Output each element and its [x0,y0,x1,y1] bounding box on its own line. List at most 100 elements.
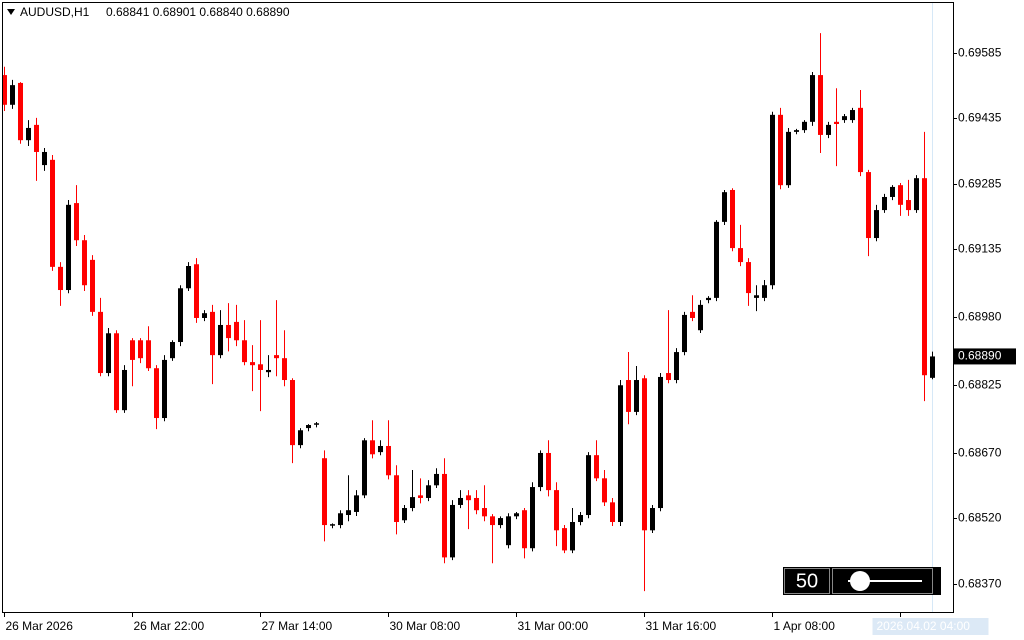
y-tick-label: 0.69585 [958,46,1002,60]
candle-body [42,151,47,166]
candle-body [274,355,279,359]
zoom-slider[interactable]: 50 [783,567,941,595]
candle-body [922,178,927,376]
x-tick-label: 1 Apr 08:00 [774,619,836,633]
candle-body [26,127,31,141]
candle-body [674,352,679,381]
candle-body [666,373,671,381]
candle-body [490,516,495,526]
cursor-time-box [872,618,989,635]
candle-body [626,380,631,412]
candle-body [314,423,319,425]
candle-body [794,130,799,132]
candle-body [50,159,55,267]
candle-body [826,124,831,135]
candle-body [370,440,375,455]
candle-body [586,455,591,516]
candle-body [90,259,95,312]
candle-body [610,502,615,523]
candle-body [802,121,807,131]
y-tick-label: 0.68825 [958,378,1002,392]
candle-body [146,340,151,369]
candle-body [434,473,439,486]
candle-body [658,376,663,509]
candle-body [634,380,639,412]
x-tick-label: 31 Mar 16:00 [646,619,717,633]
candle-body [618,385,623,523]
slider-knob[interactable] [850,571,870,591]
candle-body [810,75,815,122]
candle-body [506,516,511,546]
candle-body [538,452,543,488]
y-tick-label: 0.69135 [958,242,1002,256]
candle-body [882,196,887,211]
candle-body [130,340,135,360]
candle-body [722,192,727,222]
candle-body [378,445,383,453]
y-tick-label: 0.68370 [958,577,1002,591]
candle-body [842,116,847,121]
y-tick-label: 0.68520 [958,511,1002,525]
candle-body [738,248,743,263]
candle-body [682,314,687,353]
candle-body [66,204,71,291]
candle-body [858,107,863,173]
candle-body [594,455,599,479]
candle-body [906,200,911,211]
last-price-label: 0.68890 [958,349,1002,363]
y-tick-label: 0.68670 [958,446,1002,460]
candle-body [218,324,223,356]
plot-area [2,33,935,592]
candle-body [346,510,351,516]
candle-body [746,262,751,294]
candle-body [258,364,263,370]
candle-body [866,172,871,239]
candle-body [426,485,431,498]
symbol-menu-arrow[interactable] [7,9,15,15]
candle-body [714,221,719,298]
slider-value: 50 [796,570,818,592]
symbol-title: AUDUSD,H1 [20,5,90,19]
candle-body [482,508,487,517]
candle-body [522,510,527,549]
candle-body [250,362,255,366]
candle-body [778,114,783,186]
candle-body [450,504,455,558]
candle-body [770,114,775,286]
candle-body [282,358,287,381]
candle-body [474,497,479,511]
candle-body [698,304,703,331]
candle-body [546,452,551,491]
candle-body [874,210,879,239]
candle-body [266,369,271,373]
candle-body [354,495,359,512]
candle-body [330,524,335,526]
candle-body [186,265,191,289]
candle-body [498,518,503,526]
candle-body [114,333,119,411]
x-tick-label: 30 Mar 08:00 [390,619,461,633]
slider-track-box [832,568,933,594]
candle-body [298,430,303,446]
plot-frame [2,2,954,613]
candle-body [98,311,103,374]
y-tick-label: 0.68980 [958,310,1002,324]
candle-body [642,378,647,531]
candle-body [602,478,607,503]
candle-body [410,497,415,509]
candle-body [122,369,127,411]
y-tick-label: 0.69435 [958,111,1002,125]
x-tick-label: 26 Mar 2026 [6,619,74,633]
candle-body [362,440,367,496]
candle-body [306,425,311,429]
candle-body [554,490,559,531]
candle-body [242,340,247,363]
candle-body [290,380,295,446]
candle-body [338,513,343,526]
candle-body [322,458,327,526]
candle-body [442,473,447,558]
candle-body [466,495,471,501]
candle-body [178,288,183,343]
candle-body [18,82,23,141]
